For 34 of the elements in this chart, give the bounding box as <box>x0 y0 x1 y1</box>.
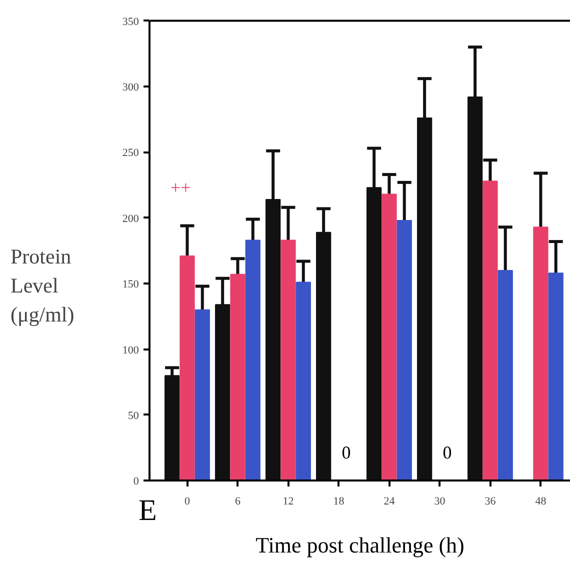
y-tick-label: 50 <box>128 410 140 422</box>
y-tick-label: 150 <box>122 278 140 291</box>
x-tick-label: 18 <box>333 496 345 508</box>
x-tick-label: 24 <box>384 496 396 508</box>
bar <box>245 240 260 482</box>
annotation: ++ <box>170 178 191 198</box>
bar <box>180 255 195 482</box>
annotation: 0 <box>342 442 351 463</box>
bar <box>482 180 498 482</box>
bar <box>230 274 246 482</box>
y-tick-label: 200 <box>122 212 140 225</box>
x-axis-title: Time post challenge (h) <box>256 532 464 558</box>
y-axis-title: Protein Level (μg/ml) <box>10 244 74 326</box>
y-tick-label: 350 <box>122 16 140 28</box>
x-tick-label: 48 <box>535 496 547 508</box>
annotation: 0 <box>442 442 452 463</box>
x-tick-label: 36 <box>484 496 496 508</box>
y-tick-label: 0 <box>133 476 140 488</box>
y-tick-label: 250 <box>122 147 140 160</box>
y-tick-label: 100 <box>122 344 140 356</box>
bar <box>533 226 548 482</box>
text: E <box>138 494 157 527</box>
x-tick-label: 12 <box>282 496 294 508</box>
x-tick-label: 0 <box>184 496 190 508</box>
x-tick-label: 6 <box>234 496 241 508</box>
bar <box>548 272 564 482</box>
bar <box>280 240 296 482</box>
bar <box>296 282 311 482</box>
bar <box>498 270 513 482</box>
bar <box>396 220 412 482</box>
x-tick-label: 30 <box>434 496 446 508</box>
bar <box>382 194 397 482</box>
bar <box>194 309 210 482</box>
y-tick-label: 300 <box>122 81 140 94</box>
